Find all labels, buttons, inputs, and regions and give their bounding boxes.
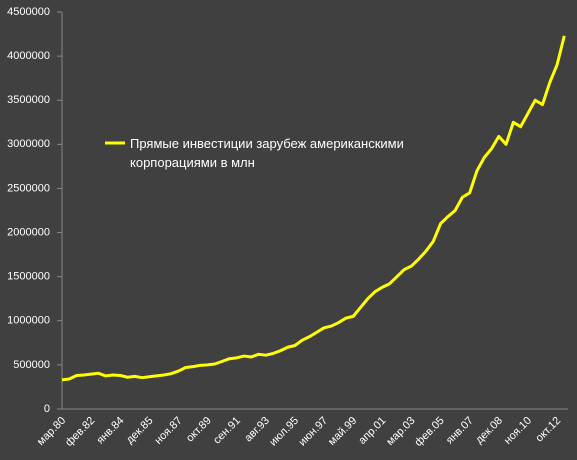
data-line: [61, 35, 566, 382]
y-tick-label: 3500000: [7, 94, 50, 106]
legend-label: Прямые инвестиции зарубеж американскими …: [130, 136, 404, 170]
y-tick-label: 2500000: [7, 182, 50, 194]
y-tick-label: 500000: [13, 359, 50, 371]
y-tick-label: 4000000: [7, 50, 50, 62]
y-tick-label: 0: [44, 403, 50, 415]
y-tick-label: 1500000: [7, 271, 50, 283]
y-tick-label: 2000000: [7, 226, 50, 238]
y-tick-label: 1000000: [7, 315, 50, 327]
y-tick-label: 3000000: [7, 138, 50, 150]
y-tick-label: 4500000: [7, 6, 50, 18]
